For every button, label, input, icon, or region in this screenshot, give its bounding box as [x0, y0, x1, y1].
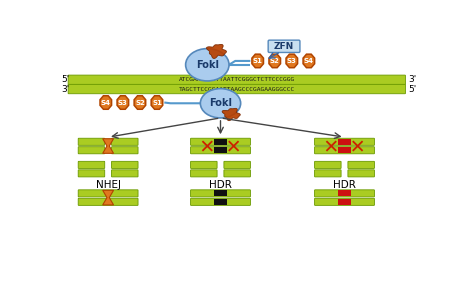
Bar [214, 139, 227, 145]
FancyBboxPatch shape [68, 75, 406, 84]
Text: S3: S3 [118, 99, 128, 105]
FancyBboxPatch shape [315, 147, 374, 154]
Polygon shape [286, 54, 298, 68]
Bar [338, 190, 351, 197]
Text: ATCGAAGGCCTTAATTCGGGCTCTTCCCGGG: ATCGAAGGCCTTAATTCGGGCTCTTCCCGGG [179, 77, 295, 82]
Polygon shape [100, 96, 112, 109]
FancyBboxPatch shape [111, 161, 138, 168]
Polygon shape [151, 96, 163, 109]
Text: S1: S1 [152, 99, 162, 105]
FancyBboxPatch shape [191, 170, 217, 177]
Text: 3': 3' [408, 75, 416, 84]
FancyBboxPatch shape [348, 161, 374, 168]
Bar [214, 199, 227, 205]
Polygon shape [222, 108, 240, 121]
Text: 5': 5' [408, 85, 416, 94]
Text: 3': 3' [61, 85, 70, 94]
Polygon shape [269, 54, 280, 68]
FancyBboxPatch shape [111, 170, 138, 177]
FancyBboxPatch shape [78, 170, 105, 177]
Bar [338, 147, 351, 153]
FancyBboxPatch shape [191, 198, 250, 205]
Text: 5': 5' [61, 75, 70, 84]
Text: S1: S1 [253, 58, 262, 64]
Text: TAGCTTCCGGAATTAAGCCCGAGAAGGGCCC: TAGCTTCCGGAATTAAGCCCGAGAAGGGCCC [179, 86, 295, 91]
FancyBboxPatch shape [315, 198, 374, 205]
FancyBboxPatch shape [224, 170, 250, 177]
Text: HDR: HDR [333, 180, 356, 190]
FancyBboxPatch shape [191, 138, 250, 145]
FancyBboxPatch shape [78, 190, 138, 197]
Bar [338, 199, 351, 205]
Text: FokI: FokI [209, 98, 232, 108]
Polygon shape [207, 44, 226, 59]
Text: HDR: HDR [209, 180, 232, 190]
Polygon shape [134, 96, 146, 109]
FancyBboxPatch shape [191, 161, 217, 168]
FancyBboxPatch shape [191, 190, 250, 197]
FancyBboxPatch shape [315, 138, 374, 145]
Text: S3: S3 [287, 58, 297, 64]
Polygon shape [303, 54, 315, 68]
FancyBboxPatch shape [78, 198, 138, 205]
Text: S2: S2 [135, 99, 145, 105]
FancyBboxPatch shape [315, 161, 341, 168]
Ellipse shape [186, 49, 229, 81]
Text: S4: S4 [101, 99, 111, 105]
Text: ZFN: ZFN [274, 42, 294, 51]
Text: FokI: FokI [196, 60, 219, 70]
FancyBboxPatch shape [78, 161, 105, 168]
FancyBboxPatch shape [191, 147, 250, 154]
FancyBboxPatch shape [315, 190, 374, 197]
FancyBboxPatch shape [78, 147, 105, 154]
Text: S4: S4 [304, 58, 314, 64]
FancyBboxPatch shape [78, 138, 105, 145]
Bar [338, 139, 351, 145]
FancyBboxPatch shape [315, 170, 341, 177]
FancyBboxPatch shape [68, 84, 406, 94]
Ellipse shape [201, 89, 241, 118]
Polygon shape [117, 96, 128, 109]
Text: S2: S2 [270, 58, 280, 64]
FancyBboxPatch shape [348, 170, 374, 177]
Bar [214, 147, 227, 153]
Bar [214, 190, 227, 197]
Polygon shape [103, 190, 114, 205]
FancyBboxPatch shape [111, 147, 138, 154]
Text: NHEJ: NHEJ [96, 180, 121, 190]
Polygon shape [252, 54, 263, 68]
FancyBboxPatch shape [268, 40, 300, 52]
FancyBboxPatch shape [111, 138, 138, 145]
FancyBboxPatch shape [224, 161, 250, 168]
Polygon shape [103, 139, 114, 153]
